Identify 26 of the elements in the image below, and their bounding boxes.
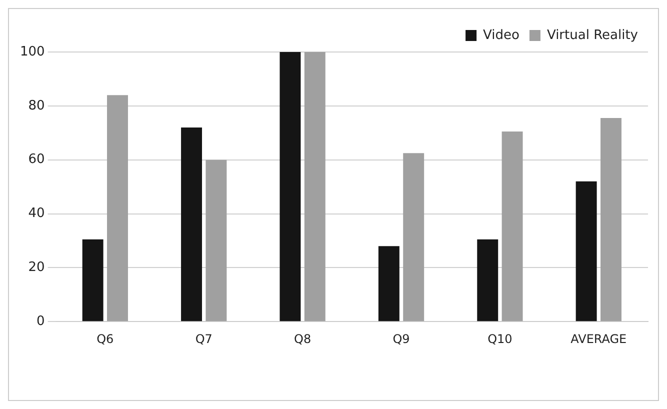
x-tick-label: Q9 <box>392 332 410 346</box>
x-tick-label: Q6 <box>96 332 114 346</box>
bar <box>181 127 202 322</box>
bar <box>403 153 424 322</box>
x-tick-label: Q7 <box>195 332 212 346</box>
bar <box>600 118 622 322</box>
bar <box>107 95 128 322</box>
bar <box>280 52 301 322</box>
y-tick-label: 0 <box>36 314 45 329</box>
bar <box>378 246 400 322</box>
y-tick-label: 20 <box>28 260 45 276</box>
bar <box>576 181 597 322</box>
y-tick-label: 100 <box>20 44 45 60</box>
bar <box>82 239 104 322</box>
x-tick-label: AVERAGE <box>570 332 627 346</box>
y-tick-label: 80 <box>28 98 45 114</box>
bar <box>206 160 227 322</box>
bar <box>477 239 498 322</box>
bar <box>304 52 326 322</box>
x-tick-label: Q10 <box>488 332 512 346</box>
legend-label: Video <box>483 28 520 43</box>
x-tick-label: Q8 <box>294 332 312 346</box>
bar <box>502 132 523 322</box>
legend-label: Virtual Reality <box>546 28 638 43</box>
y-tick-label: 40 <box>28 206 45 222</box>
y-tick-label: 60 <box>28 152 45 168</box>
